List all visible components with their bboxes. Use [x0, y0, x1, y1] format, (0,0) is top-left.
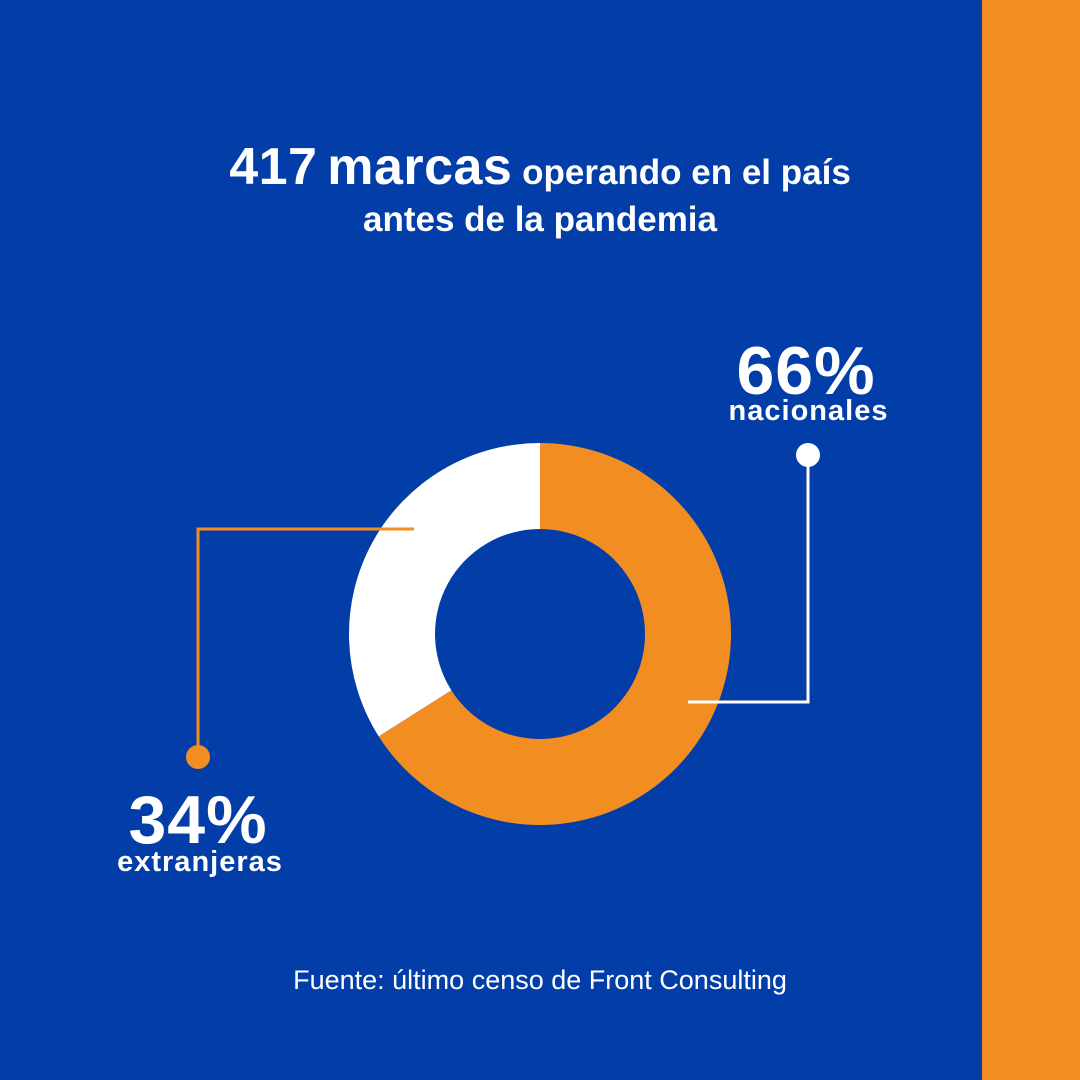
chart-title: 417 marcas operando en el país antes de … [0, 136, 1080, 242]
source-note: Fuente: último censo de Front Consulting [293, 965, 787, 995]
leader-dot-nacionales [796, 443, 820, 467]
leader-line-nacionales [688, 455, 810, 704]
donut-slice-extranjeras [349, 443, 540, 737]
data-label-extranjeras-name: extranjeras [117, 846, 283, 878]
data-label-extranjeras-percent: 34% [128, 782, 268, 858]
data-label-nacionales-name: nacionales [728, 395, 889, 427]
leader-line-extranjeras [196, 527, 414, 757]
data-label-nacionales-percent: 66% [736, 333, 876, 409]
title-bold-word: marcas [327, 138, 513, 196]
title-line2: antes de la pandemia [362, 200, 718, 240]
side-accent-stripe [982, 0, 1080, 1080]
title-rest-line1: operando en el país [522, 153, 851, 192]
donut-slice-nacionales [378, 443, 731, 825]
title-number: 417 [229, 138, 318, 196]
leader-dot-extranjeras [186, 745, 210, 769]
